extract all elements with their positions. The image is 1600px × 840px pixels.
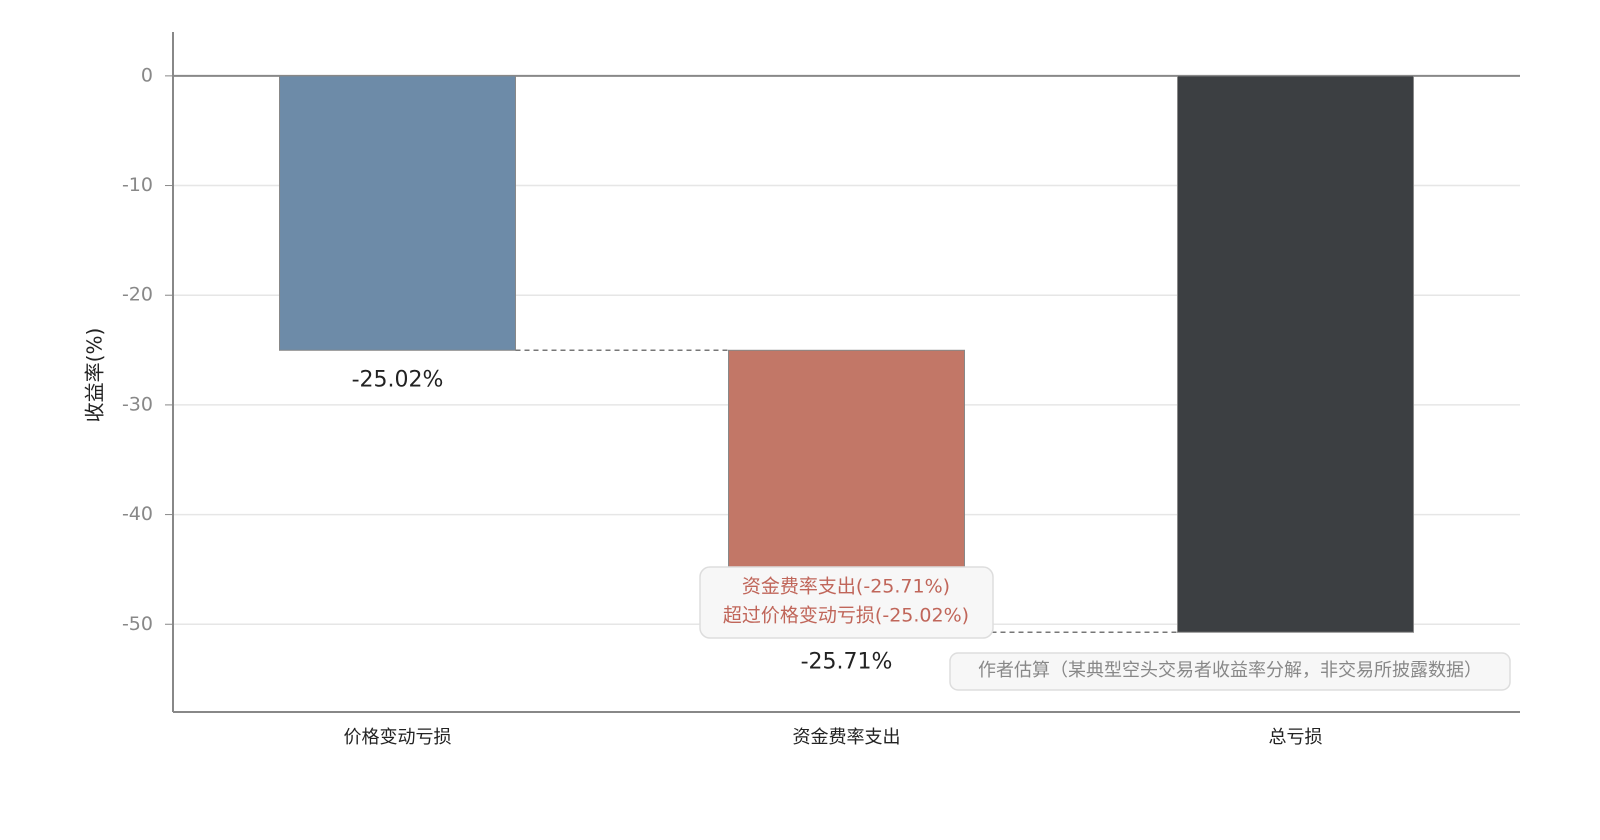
y-tick-label: 0: [141, 64, 153, 86]
note-text: 作者估算（某典型空头交易者收益率分解，非交易所披露数据）: [978, 660, 1482, 681]
y-tick-label: -50: [122, 613, 153, 635]
y-tick-label: -30: [122, 393, 153, 415]
y-tick-label: -40: [122, 503, 153, 525]
value-label: -25.02%: [352, 367, 444, 392]
y-tick-label: -20: [122, 284, 153, 306]
x-tick-label: 资金费率支出: [793, 727, 901, 748]
y-axis-label: 收益率(%): [83, 328, 107, 423]
bar: [1177, 75, 1414, 633]
y-tick-label: -10: [122, 174, 153, 196]
note-box: [949, 652, 1511, 691]
annotation-text: 资金费率支出(-25.71%): [742, 576, 950, 598]
annotation-box: [699, 566, 994, 639]
value-label: -25.71%: [801, 649, 893, 674]
bar: [279, 75, 516, 351]
x-tick-label: 价格变动亏损: [344, 727, 452, 748]
x-tick-label: 总亏损: [1269, 727, 1323, 748]
annotation-text: 超过价格变动亏损(-25.02%): [723, 605, 969, 627]
